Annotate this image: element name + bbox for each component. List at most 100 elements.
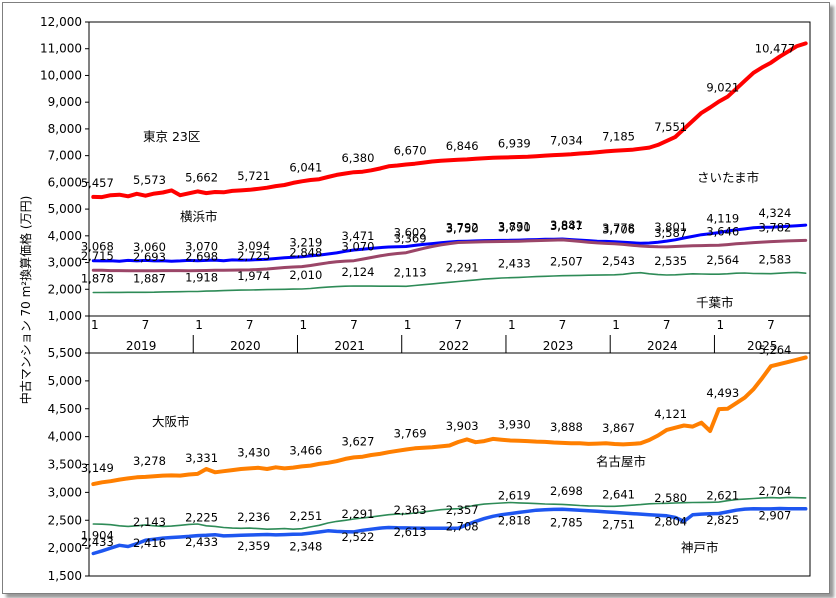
y-tick-label: 9,000 bbox=[48, 95, 82, 109]
data-label: 2,785 bbox=[550, 515, 583, 529]
y-tick-label: 12,000 bbox=[40, 15, 82, 29]
data-label: 3,801 bbox=[654, 220, 687, 234]
axes: 1,000 2,000 3,000 4,000 5,000 6,000 7,000 8,000… bbox=[40, 15, 811, 583]
data-label: 2,698 bbox=[185, 250, 218, 264]
series-line-名古屋市 bbox=[92, 496, 807, 531]
year-label: 2024 bbox=[647, 339, 678, 353]
data-label: 9,021 bbox=[706, 81, 739, 95]
data-label: 2,725 bbox=[237, 249, 270, 263]
data-label: 4,493 bbox=[706, 386, 739, 400]
y-tick-label: 3,500 bbox=[48, 458, 82, 472]
year-label: 2019 bbox=[126, 339, 157, 353]
data-label: 6,041 bbox=[289, 160, 322, 174]
data-label: 2,715 bbox=[81, 249, 114, 263]
month-label: 7 bbox=[246, 318, 254, 332]
data-label: 6,380 bbox=[341, 151, 374, 165]
data-label: 2,818 bbox=[498, 514, 531, 528]
legend-label-千葉市: 千葉市 bbox=[696, 295, 734, 310]
data-label: 5,264 bbox=[758, 343, 791, 357]
y-tick-label: 3,000 bbox=[48, 485, 82, 499]
data-label: 3,149 bbox=[81, 461, 114, 475]
data-label: 2,693 bbox=[133, 250, 166, 264]
y-tick-label: 5,500 bbox=[48, 346, 82, 360]
data-label: 3,068 bbox=[81, 240, 114, 254]
data-label: 2,416 bbox=[133, 536, 166, 550]
month-label: 7 bbox=[454, 318, 462, 332]
y-tick-label: 1,000 bbox=[48, 309, 82, 323]
year-label: 2020 bbox=[230, 339, 261, 353]
data-label: 2,564 bbox=[706, 253, 739, 267]
data-label: 2,848 bbox=[289, 246, 322, 260]
series-lines bbox=[91, 41, 808, 556]
data-label: 7,034 bbox=[550, 134, 583, 148]
month-label: 7 bbox=[663, 318, 671, 332]
year-label: 2022 bbox=[439, 339, 470, 353]
data-label: 1,878 bbox=[81, 272, 114, 286]
data-label: 3,769 bbox=[394, 427, 427, 441]
month-label: 1 bbox=[716, 318, 724, 332]
data-label: 5,721 bbox=[237, 169, 270, 183]
data-label: 1,904 bbox=[81, 528, 114, 542]
data-label: 2,698 bbox=[550, 484, 583, 498]
data-label: 2,113 bbox=[394, 265, 427, 279]
data-label: 3,369 bbox=[394, 232, 427, 246]
data-label: 3,278 bbox=[133, 454, 166, 468]
data-label: 4,324 bbox=[758, 206, 791, 220]
data-label: 3,331 bbox=[185, 451, 218, 465]
data-label: 2,641 bbox=[602, 487, 635, 501]
data-label: 1,887 bbox=[133, 271, 166, 285]
data-label: 2,535 bbox=[654, 254, 687, 268]
data-label: 3,070 bbox=[185, 240, 218, 254]
data-label: 2,124 bbox=[341, 265, 374, 279]
data-label: 3,790 bbox=[498, 220, 531, 234]
data-label: 3,627 bbox=[341, 434, 374, 448]
y-tick-label: 4,500 bbox=[48, 402, 82, 416]
y-tick-label: 8,000 bbox=[48, 122, 82, 136]
data-label: 2,291 bbox=[446, 260, 479, 274]
y-tick-label: 3,000 bbox=[48, 256, 82, 270]
data-label: 2,433 bbox=[185, 535, 218, 549]
y-tick-label: 6,000 bbox=[48, 175, 82, 189]
data-label: 5,662 bbox=[185, 170, 218, 184]
data-label: 3,867 bbox=[602, 421, 635, 435]
data-label: 3,094 bbox=[237, 239, 270, 253]
data-label: 3,792 bbox=[446, 220, 479, 234]
data-label: 2,613 bbox=[394, 525, 427, 539]
y-tick-label: 11,000 bbox=[40, 42, 82, 56]
data-label: 3,847 bbox=[550, 219, 583, 233]
month-label: 1 bbox=[299, 318, 307, 332]
data-label: 2,236 bbox=[237, 510, 270, 524]
y-tick-label: 4,000 bbox=[48, 229, 82, 243]
data-label: 2,359 bbox=[237, 539, 270, 553]
data-label: 1,974 bbox=[237, 269, 270, 283]
legend-label-さいたま市: さいたま市 bbox=[697, 170, 759, 185]
data-label: 3,646 bbox=[706, 224, 739, 238]
data-label: 2,143 bbox=[133, 515, 166, 529]
month-label: 1 bbox=[404, 318, 412, 332]
data-label: 1,918 bbox=[185, 270, 218, 284]
series-line-千葉市 bbox=[92, 271, 807, 294]
data-labels: 5,457 5,573 5,662 5,721 6,041 6,380 6,670 6,846… bbox=[81, 42, 795, 554]
data-label: 5,573 bbox=[133, 173, 166, 187]
data-label: 3,881 bbox=[550, 218, 583, 232]
y-tick-label: 5,000 bbox=[48, 202, 82, 216]
data-label: 3,750 bbox=[446, 222, 479, 236]
data-label: 2,907 bbox=[758, 509, 791, 523]
data-label: 2,583 bbox=[758, 253, 791, 267]
month-label: 7 bbox=[350, 318, 358, 332]
data-label: 2,010 bbox=[289, 268, 322, 282]
data-label: 2,825 bbox=[706, 513, 739, 527]
data-label: 5,457 bbox=[81, 176, 114, 190]
data-label: 2,433 bbox=[498, 257, 531, 271]
data-label: 2,621 bbox=[706, 489, 739, 503]
y-tick-label: 4,000 bbox=[48, 430, 82, 444]
data-label: 2,619 bbox=[498, 489, 531, 503]
data-label: 3,587 bbox=[654, 226, 687, 240]
legend-label-横浜市: 横浜市 bbox=[180, 209, 218, 224]
month-label: 1 bbox=[508, 318, 516, 332]
series-line-横浜市 bbox=[91, 223, 808, 263]
data-label: 3,903 bbox=[446, 419, 479, 433]
data-label: 2,507 bbox=[550, 255, 583, 269]
